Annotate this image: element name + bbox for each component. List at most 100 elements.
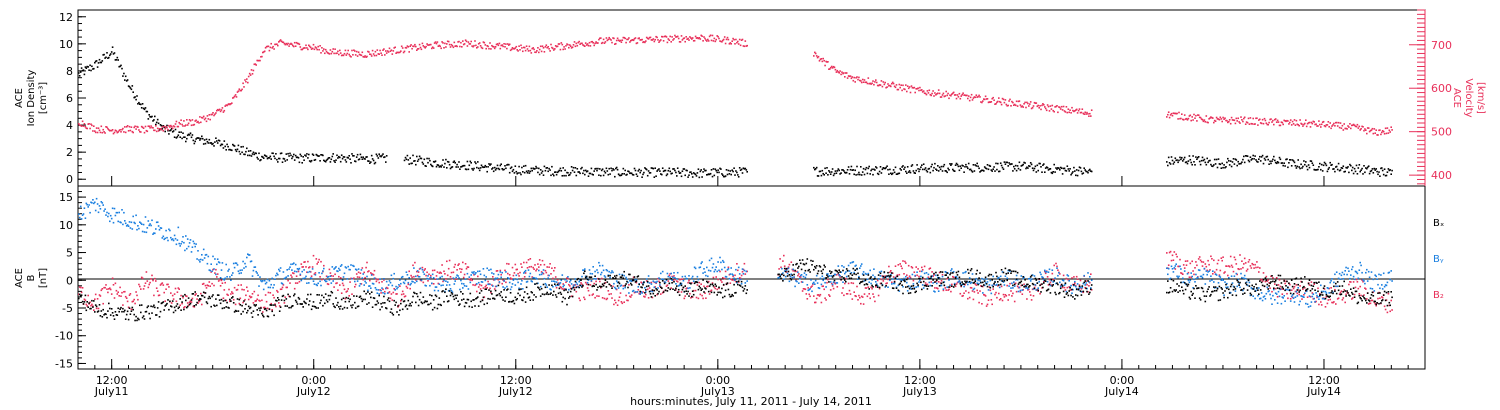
velocity-series-point	[564, 48, 566, 50]
density-series-point	[1260, 160, 1262, 162]
density-series-point	[1296, 167, 1298, 169]
density-series-point	[371, 155, 373, 157]
by-series-point	[929, 282, 931, 284]
by-series-point	[1074, 281, 1076, 283]
velocity-series-point	[917, 87, 919, 89]
bz-series-point	[1249, 259, 1251, 261]
density-series-point	[409, 157, 411, 159]
by-series-point	[465, 278, 467, 280]
density-series-point	[193, 140, 195, 142]
density-series-point	[1249, 161, 1251, 163]
by-series-point	[214, 258, 216, 260]
by-series-point	[203, 249, 205, 251]
velocity-series-point	[502, 46, 504, 48]
velocity-series-point	[942, 94, 944, 96]
density-series-point	[559, 170, 561, 172]
bz-series-point	[362, 267, 364, 269]
density-series-point	[994, 170, 996, 172]
density-series-point	[1034, 168, 1036, 170]
bz-series-point	[800, 276, 802, 278]
by-series-point	[478, 282, 480, 284]
by-series-point	[1089, 276, 1091, 278]
bz-series-point	[378, 282, 380, 284]
density-series-point	[1241, 161, 1243, 163]
velocity-series-point	[368, 51, 370, 53]
velocity-series-point	[1276, 121, 1278, 123]
density-series-point	[1364, 172, 1366, 174]
bz-series-point	[304, 261, 306, 263]
by-series-point	[746, 271, 748, 273]
by-series-point	[792, 269, 794, 271]
density-series-point	[1271, 160, 1273, 162]
bz-series-point	[1211, 258, 1213, 260]
velocity-series-point	[557, 46, 559, 48]
by-series-point	[1010, 287, 1012, 289]
by-series-point	[476, 283, 478, 285]
bz-series-point	[381, 281, 383, 283]
density-series-point	[1244, 162, 1246, 164]
bz-series-point	[320, 261, 322, 263]
bz-series-point	[988, 299, 990, 301]
bz-series-point	[265, 294, 267, 296]
density-series-point	[962, 165, 964, 167]
density-series-point	[408, 163, 410, 165]
by-series-point	[972, 273, 974, 275]
bz-series-point	[211, 283, 213, 285]
velocity-series-point	[1192, 119, 1194, 121]
density-series-point	[194, 141, 196, 143]
density-series-point	[1278, 162, 1280, 164]
bz-series-point	[546, 272, 548, 274]
bz-series-point	[147, 280, 149, 282]
density-series-point	[725, 175, 727, 177]
density-series-point	[711, 169, 713, 171]
bz-series-point	[845, 278, 847, 280]
density-series-point	[178, 131, 180, 133]
by-series-point	[488, 269, 490, 271]
density-series-point	[164, 131, 166, 133]
velocity-series-point	[1003, 99, 1005, 101]
bz-series-point	[893, 276, 895, 278]
bz-series-point	[403, 293, 405, 295]
density-series-point	[916, 164, 918, 166]
bz-series-point	[648, 297, 650, 299]
velocity-series-point	[987, 98, 989, 100]
by-series-point	[366, 276, 368, 278]
by-series-point	[963, 286, 965, 288]
by-series-point	[667, 273, 669, 275]
density-series-point	[655, 175, 657, 177]
velocity-series-point	[1317, 125, 1319, 127]
density-series-point	[1002, 167, 1004, 169]
velocity-series-point	[446, 43, 448, 45]
bz-series-point	[291, 276, 293, 278]
velocity-series-point	[222, 107, 224, 109]
velocity-series-point	[102, 129, 104, 131]
velocity-series-point	[1221, 118, 1223, 120]
by-series-point	[744, 270, 746, 272]
velocity-series-point	[484, 42, 486, 44]
velocity-series-point	[958, 96, 960, 98]
density-series-point	[734, 174, 736, 176]
velocity-series-point	[1377, 134, 1379, 136]
by-series-point	[454, 280, 456, 282]
bz-series-point	[852, 298, 854, 300]
density-series-point	[468, 169, 470, 171]
velocity-series-point	[1061, 106, 1063, 108]
bz-series-point	[1313, 283, 1315, 285]
density-series-point	[833, 175, 835, 177]
by-series-point	[1040, 274, 1042, 276]
velocity-series-point	[627, 39, 629, 41]
density-series-point	[716, 172, 718, 174]
by-series-point	[377, 292, 379, 294]
density-series-point	[976, 165, 978, 167]
velocity-series-point	[893, 83, 895, 85]
bz-series-point	[1207, 260, 1209, 262]
density-series-point	[677, 167, 679, 169]
density-series-point	[661, 174, 663, 176]
velocity-series-point	[1332, 124, 1334, 126]
density-series-point	[535, 166, 537, 168]
density-series-point	[227, 146, 229, 148]
density-series-point	[574, 171, 576, 173]
bz-series-point	[487, 281, 489, 283]
density-series-point	[675, 172, 677, 174]
bz-series-point	[986, 305, 988, 307]
